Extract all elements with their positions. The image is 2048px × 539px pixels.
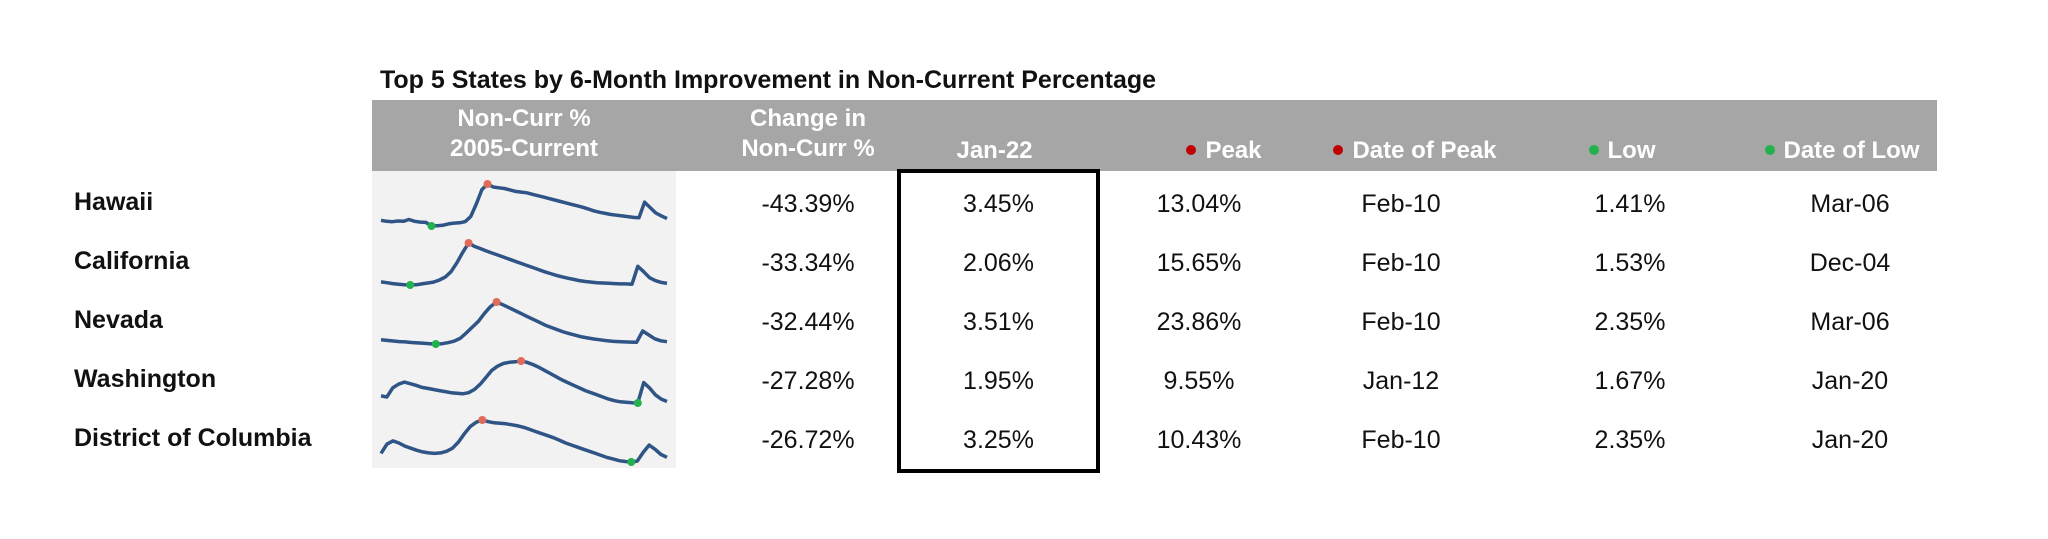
cell-peak: 13.04% [1156,190,1242,218]
cell-date-of-low: Dec-04 [1809,249,1891,277]
peak-dot-icon [1186,145,1197,155]
sparkline-peak-marker [483,180,492,188]
cell-date-of-low: Jan-20 [1811,426,1889,454]
sparkline-low-marker [427,222,436,230]
current-month-highlight [897,169,1100,473]
sparkline-low-marker [633,399,642,407]
sparkline-low-marker [627,458,636,466]
cell-date-of-low: Jan-20 [1811,367,1889,395]
cell-peak: 10.43% [1156,426,1242,454]
sparkline [380,298,668,348]
header-peak: Peak [1124,136,1324,166]
cell-peak: 23.86% [1156,308,1242,336]
cell-jan22: 3.45% [963,190,1034,218]
header-low: Low [1522,136,1722,166]
peak-dot-icon [1333,145,1344,155]
cell-low: 1.67% [1594,367,1666,395]
header-date-of-peak: Date of Peak [1290,136,1540,166]
header-change: Change in Non-Curr % [688,104,928,164]
header-change-line1: Change in [749,105,866,132]
sparkline-series [380,182,668,228]
cell-date-of-peak: Feb-10 [1361,190,1441,218]
header-low-label: Low [1607,137,1656,164]
sparkline-low-marker [406,281,415,289]
cell-date-of-peak: Jan-12 [1362,367,1440,395]
row-label: Washington [74,365,217,393]
cell-peak: 15.65% [1156,249,1242,277]
sparkline [380,180,668,230]
cell-change: -32.44% [761,308,855,336]
cell-low: 2.35% [1594,308,1666,336]
cell-peak: 9.55% [1163,367,1235,395]
sparkline-series [380,241,668,287]
header-peak-label: Peak [1205,137,1262,164]
cell-change: -27.28% [761,367,855,395]
sparkline [380,357,668,407]
sparkline [380,239,668,289]
cell-low: 1.41% [1594,190,1666,218]
low-dot-icon [1588,145,1599,155]
sparkline-peak-marker [517,357,526,365]
cell-jan22: 3.51% [963,308,1034,336]
low-dot-icon [1764,145,1775,155]
table-header: Non-Curr % 2005-Current Change in Non-Cu… [372,100,1937,171]
cell-jan22: 3.25% [963,426,1034,454]
sparkline-series [380,300,668,346]
cell-change: -33.34% [761,249,855,277]
row-label: California [74,247,190,275]
header-sparkline-line1: Non-Curr % [457,105,591,132]
cell-change: -26.72% [761,426,855,454]
sparkline-low-marker [431,340,440,348]
header-date-of-peak-label: Date of Peak [1352,137,1497,164]
sparkline-peak-marker [492,298,501,306]
row-label: Nevada [74,306,163,334]
row-label: District of Columbia [74,424,312,452]
cell-date-of-low: Mar-06 [1810,308,1890,336]
header-jan22: Jan-22 [956,137,1033,164]
header-date-of-low: Date of Low [1737,136,1947,166]
cell-date-of-peak: Feb-10 [1361,308,1441,336]
cell-date-of-peak: Feb-10 [1361,249,1441,277]
header-sparkline-line2: 2005-Current [449,135,599,162]
sparkline [379,416,668,466]
cell-date-of-peak: Feb-10 [1361,426,1441,454]
cell-low: 1.53% [1594,249,1666,277]
table-title: Top 5 States by 6-Month Improvement in N… [380,66,1157,94]
cell-change: -43.39% [761,190,855,218]
sparkline-peak-marker [478,416,487,424]
row-label: Hawaii [74,188,154,216]
cell-jan22: 2.06% [963,249,1034,277]
cell-date-of-low: Mar-06 [1810,190,1890,218]
sparkline-series [379,418,668,464]
sparkline-series [380,359,668,405]
cell-low: 2.35% [1594,426,1666,454]
header-date-of-low-label: Date of Low [1783,137,1920,164]
header-sparkline: Non-Curr % 2005-Current [372,104,676,164]
header-change-line2: Non-Curr % [741,135,875,162]
sparkline-peak-marker [464,239,473,247]
cell-jan22: 1.95% [963,367,1034,395]
